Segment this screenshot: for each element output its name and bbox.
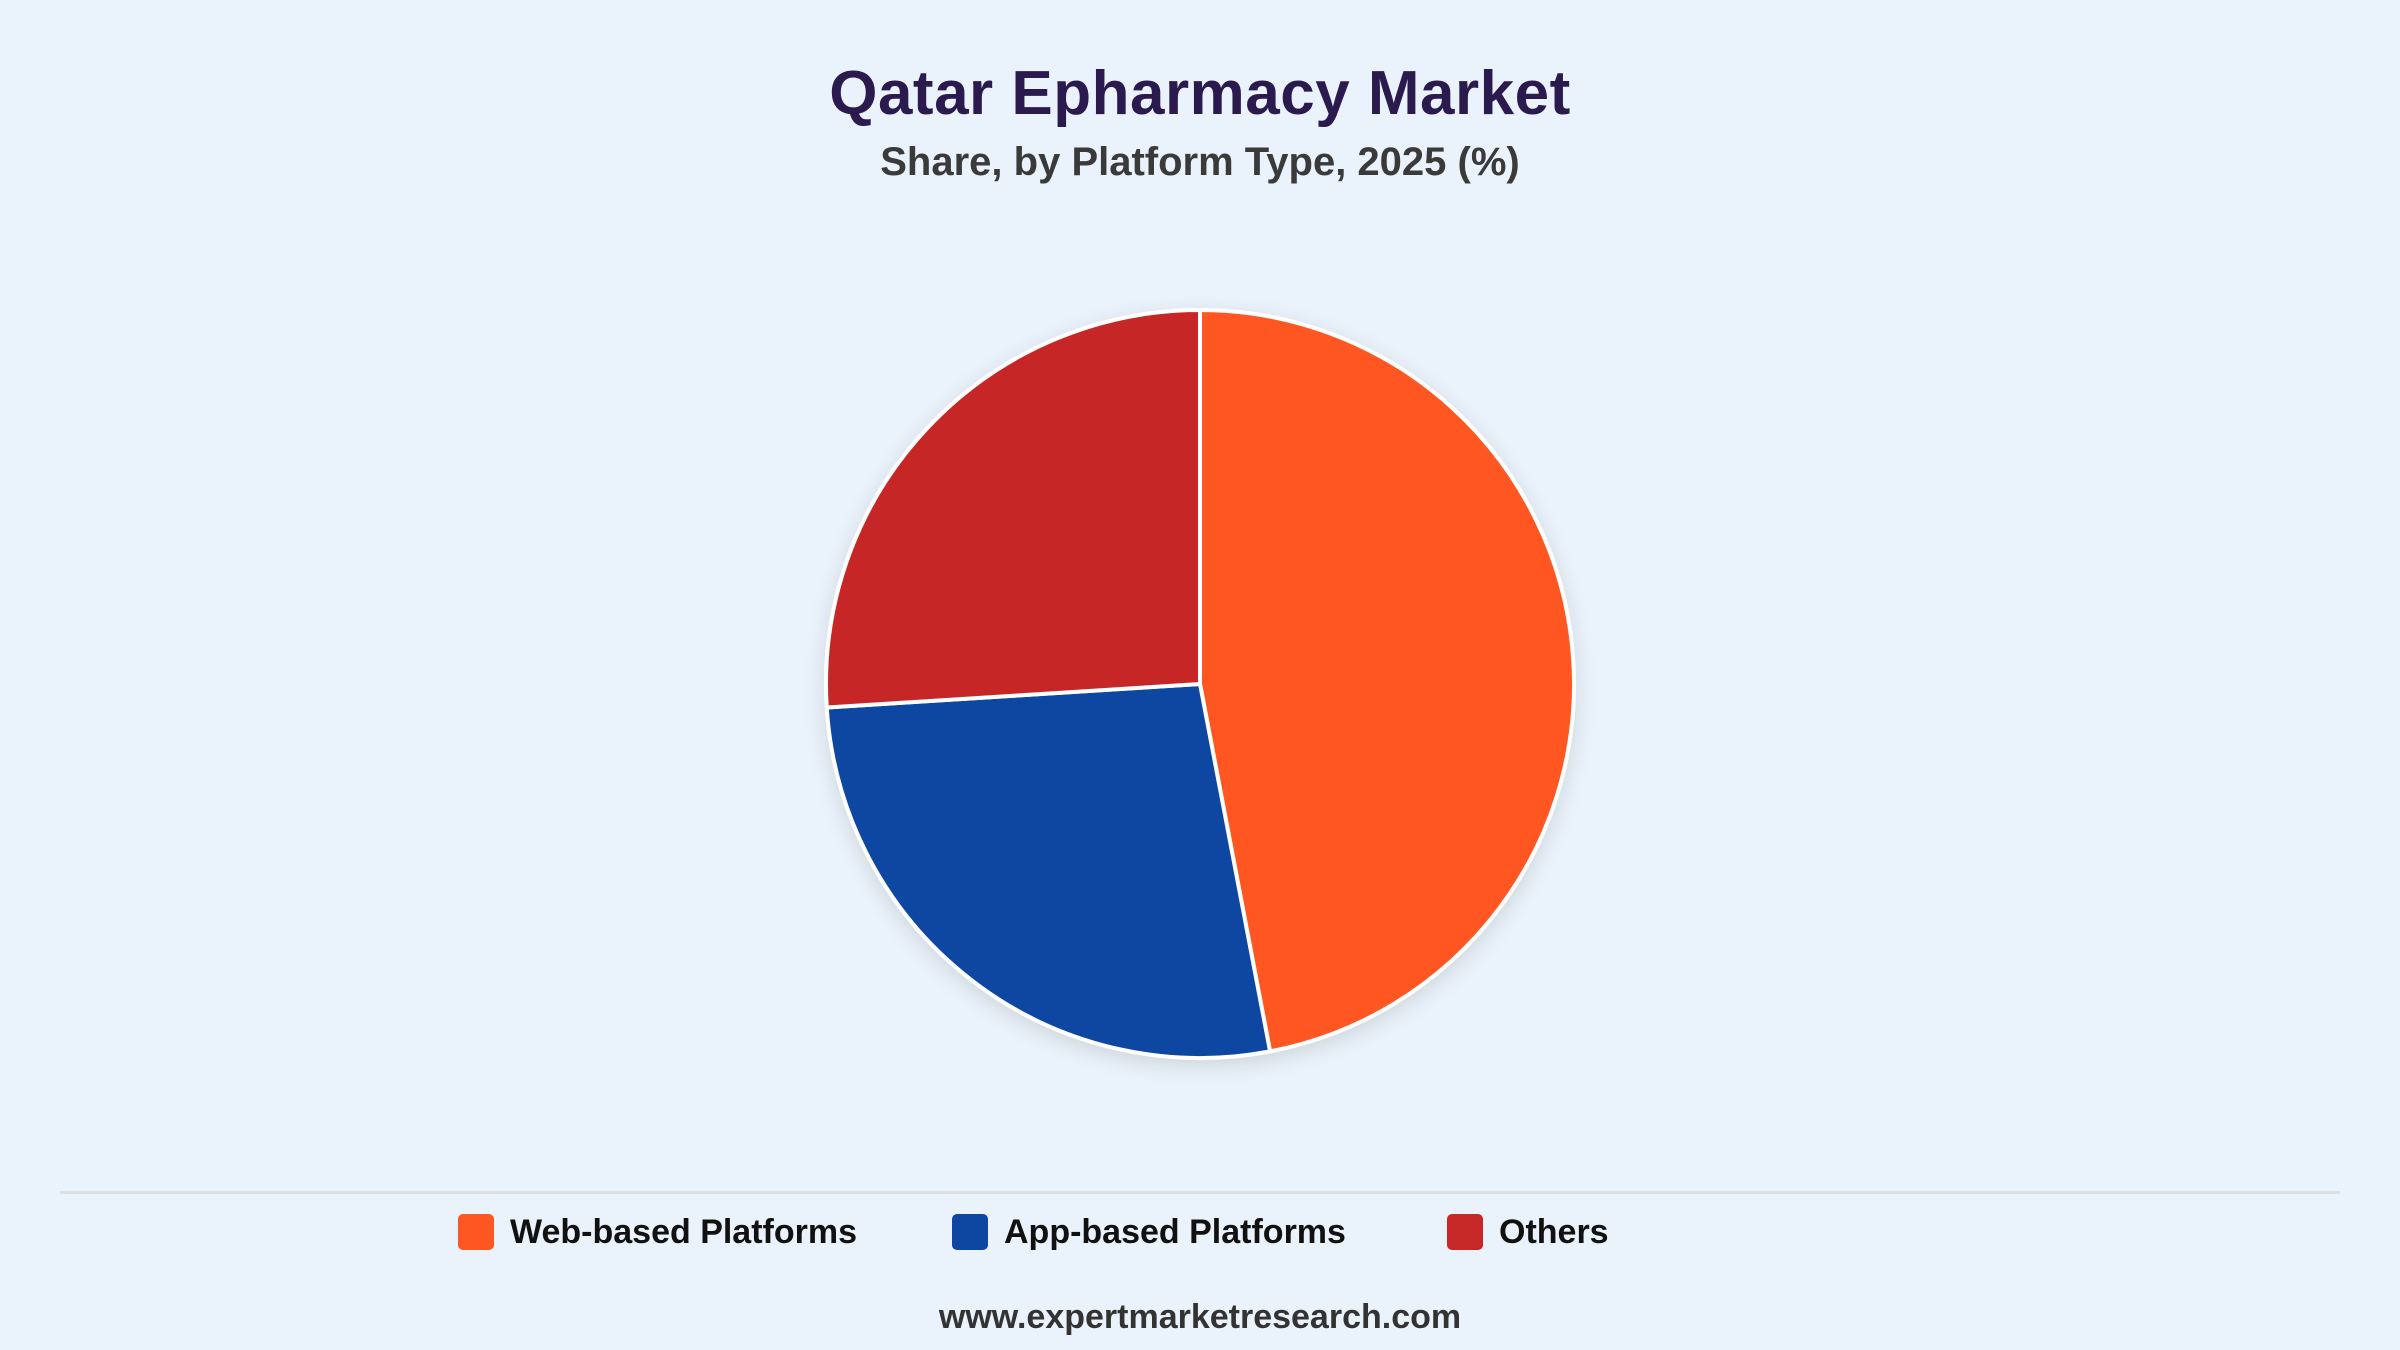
legend-item-others[interactable]: Others	[1447, 1210, 1609, 1254]
pie-slice-web-based-platforms[interactable]	[1198, 308, 1576, 1054]
pie-slice-app-based-platforms[interactable]	[824, 682, 1273, 1060]
pie-slice-others[interactable]	[824, 308, 1202, 710]
source-website: www.expertmarketresearch.com	[938, 1298, 1462, 1336]
legend-item-web-based-platforms[interactable]: Web-based Platforms	[458, 1210, 857, 1254]
legend-item-app-based-platforms[interactable]: App-based Platforms	[952, 1210, 1346, 1254]
legend-swatch-app	[952, 1214, 988, 1250]
legend-label-app: App-based Platforms	[1004, 1212, 1346, 1251]
legend-swatch-others	[1447, 1214, 1483, 1250]
legend-swatch-web	[458, 1214, 494, 1250]
legend-label-web: Web-based Platforms	[510, 1212, 858, 1251]
legend-divider	[60, 1191, 2340, 1194]
chart-subtitle: Share, by Platform Type, 2025 (%)	[880, 140, 1520, 184]
legend: Web-based Platforms App-based Platforms …	[0, 1210, 2400, 1254]
chart-title: Qatar Epharmacy Market	[829, 59, 1571, 128]
pie-slices	[824, 308, 1576, 1060]
legend-label-others: Others	[1499, 1212, 1609, 1251]
